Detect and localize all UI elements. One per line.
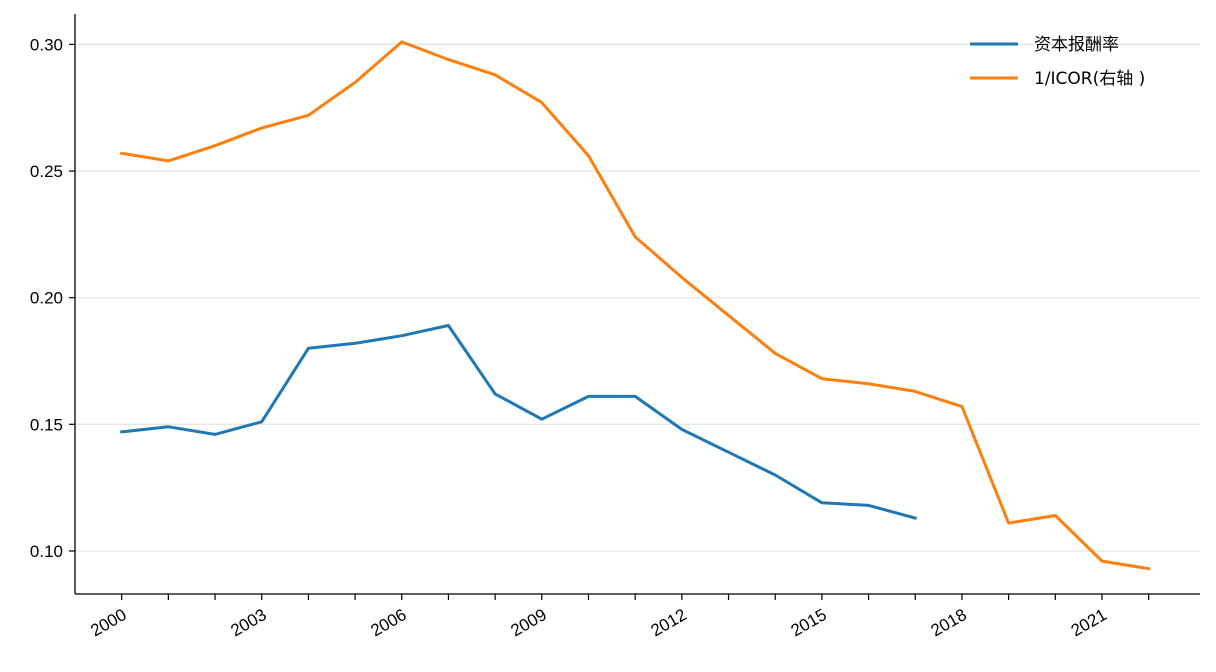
axes <box>74 14 1200 595</box>
legend: 资本报酬率 1/ICOR(右轴 ) <box>970 35 1145 89</box>
x-tick-label: 2012 <box>648 605 690 640</box>
x-tick-label: 2009 <box>508 605 550 640</box>
legend-label-series-1: 1/ICOR(右轴 ) <box>1034 69 1145 89</box>
gridlines <box>75 43 1200 552</box>
x-tick-label: 2015 <box>788 605 830 640</box>
series-layer <box>119 40 1151 571</box>
series-line-1 <box>119 40 1151 571</box>
y-tick-label: 0.10 <box>30 542 63 561</box>
legend-label-series-0: 资本报酬率 <box>1034 35 1119 55</box>
series-line-0 <box>120 324 918 520</box>
x-ticks: 2000 2003 2006 2009 2012 2015 2018 2021 <box>87 594 1150 640</box>
y-tick-label: 0.30 <box>30 35 63 54</box>
x-tick-label: 2018 <box>928 605 970 640</box>
x-tick-label: 2000 <box>87 605 129 640</box>
x-tick-label: 2006 <box>368 605 410 640</box>
x-tick-label: 2003 <box>227 605 269 640</box>
y-tick-label: 0.20 <box>30 289 63 308</box>
y-ticks: 0.10 0.15 0.20 0.25 0.30 <box>30 35 75 561</box>
y-tick-label: 0.25 <box>30 162 63 181</box>
x-tick-label: 2021 <box>1068 605 1110 640</box>
y-tick-label: 0.15 <box>30 415 63 434</box>
